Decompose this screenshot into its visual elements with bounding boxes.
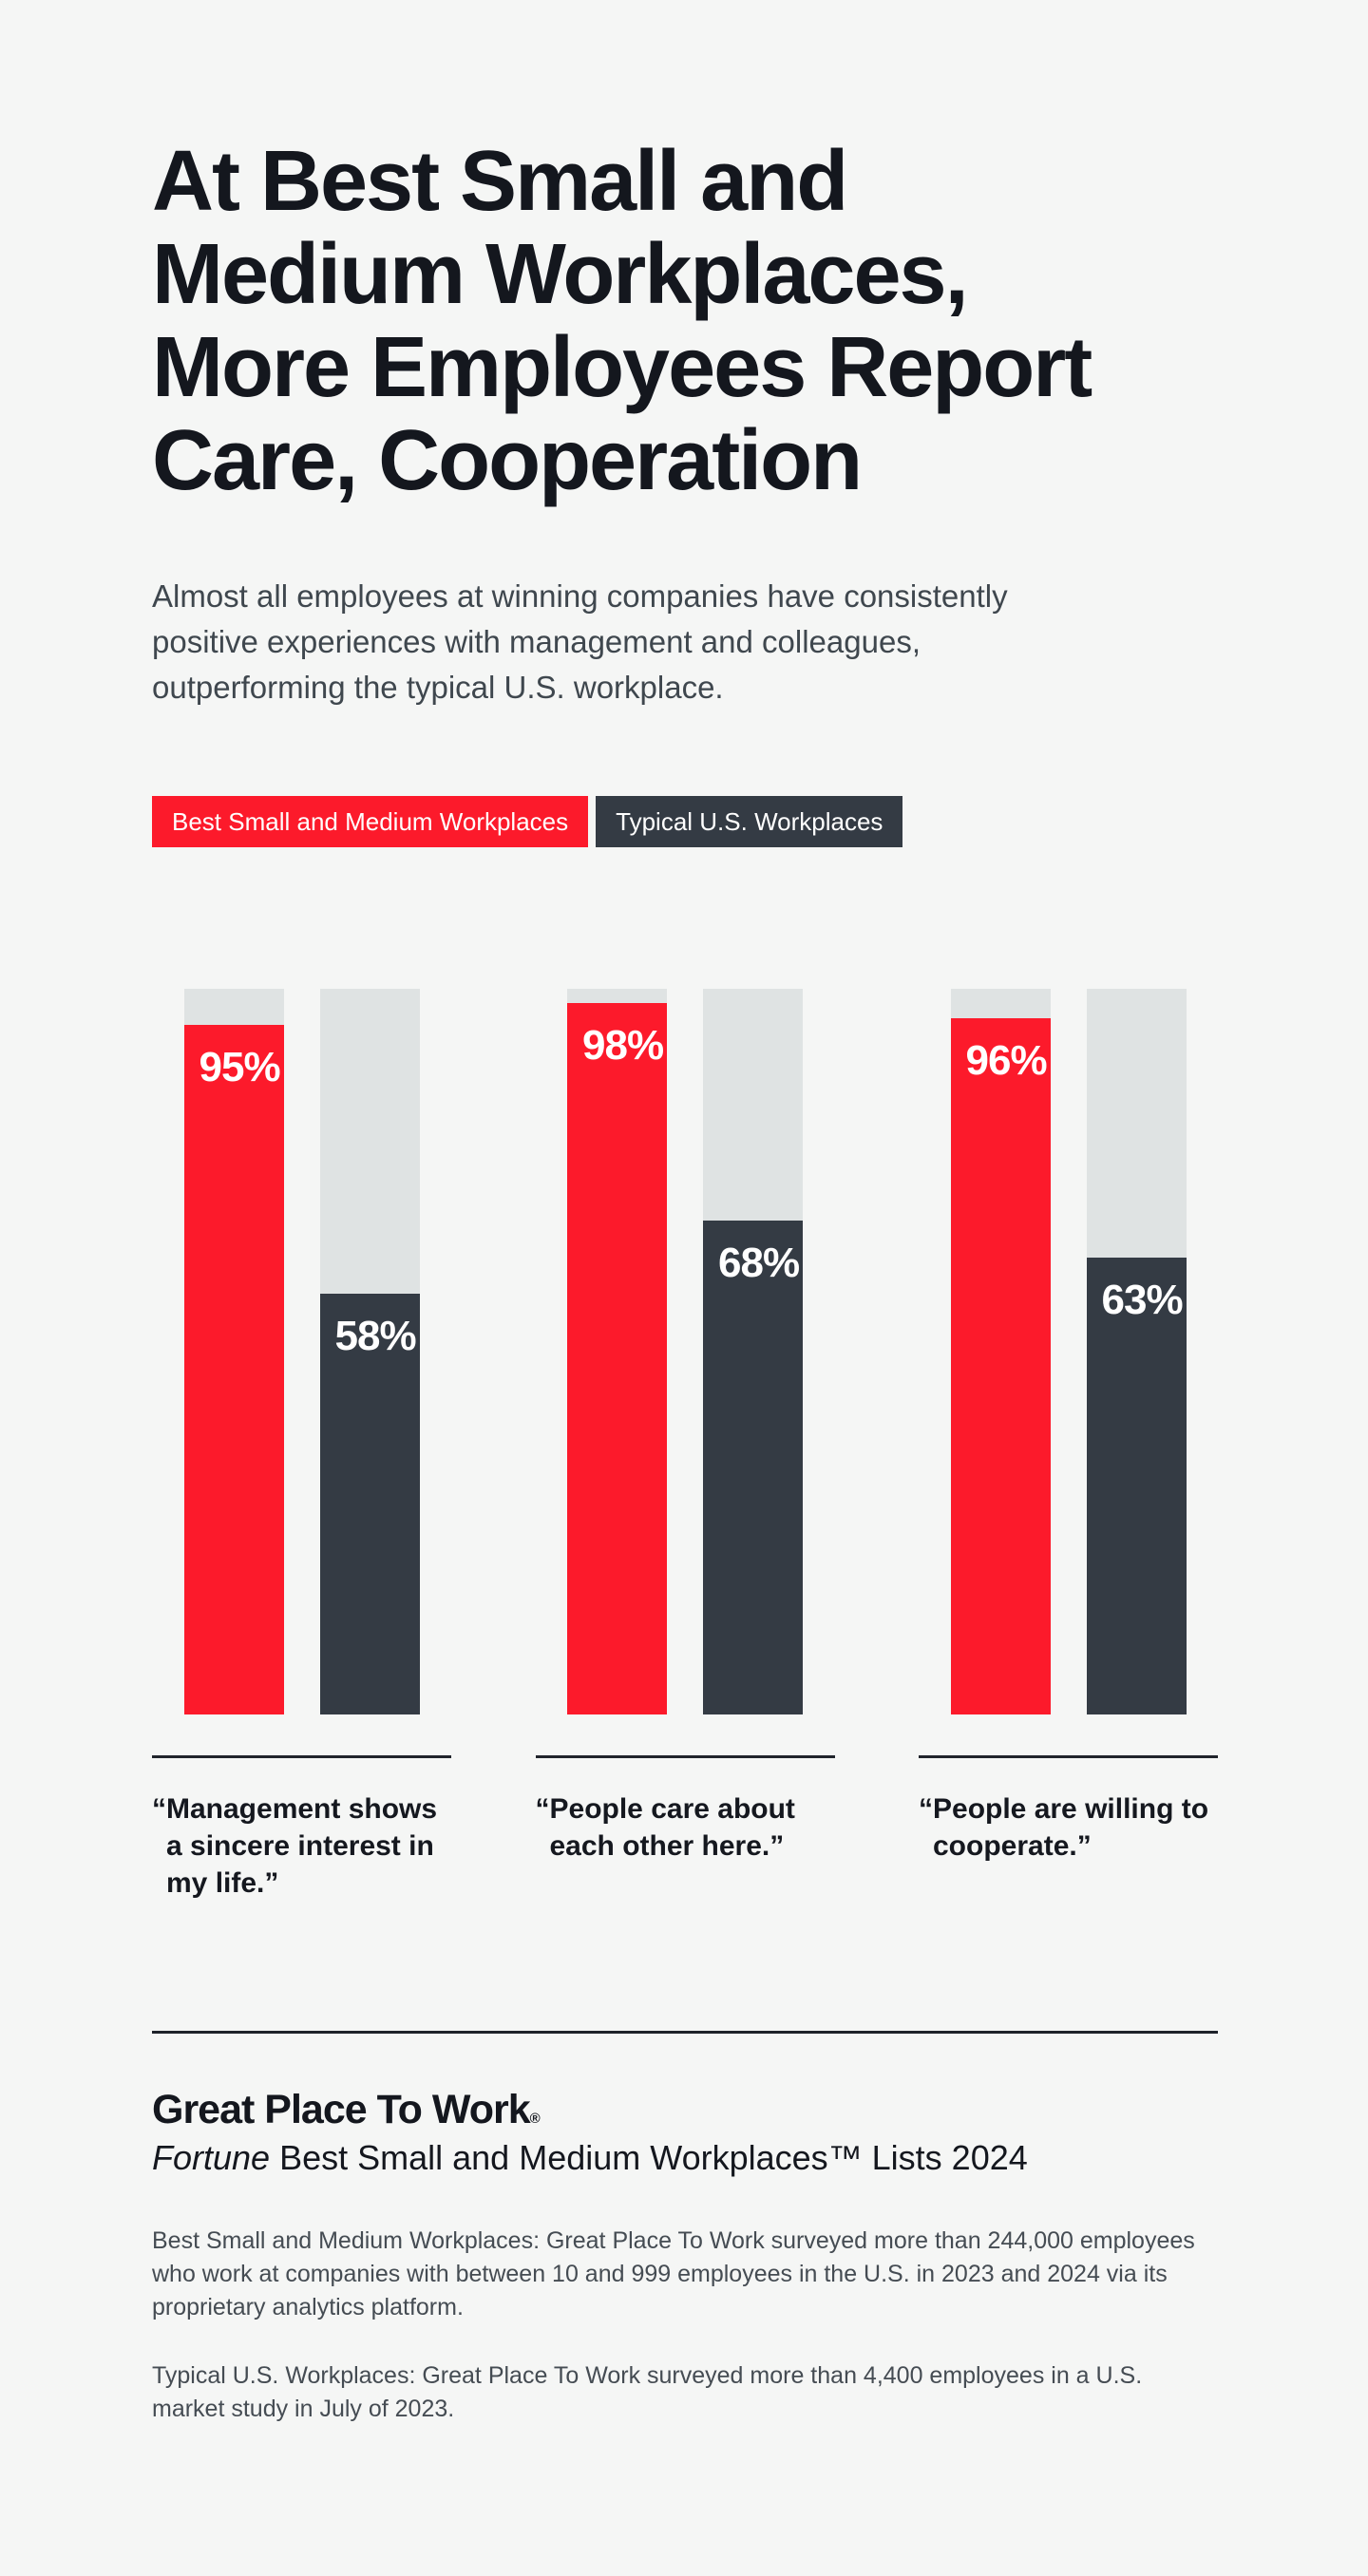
bar-fill-typical: 63%: [1086, 1257, 1187, 1714]
bar-fill-typical: 58%: [319, 1293, 420, 1714]
chart-group: 98% 68% “People care about each other here…: [535, 989, 835, 1902]
bar-value-best: 95%: [199, 1044, 281, 1091]
bar-value-best: 96%: [965, 1036, 1048, 1084]
group-quote: “People care about each other here.”: [535, 1793, 795, 1862]
bar-fill-best: 95%: [183, 1025, 284, 1714]
methodology-note-best: Best Small and Medium Workplaces: Great …: [152, 2227, 1195, 2320]
bar-pair: 96% 63%: [919, 989, 1218, 1714]
bar-track-best: 96%: [950, 989, 1051, 1714]
list-title: Fortune Best Small and Medium Workplaces…: [152, 2139, 1028, 2177]
list-title-rest: Best Small and Medium Workplaces™ Lists …: [270, 2138, 1028, 2177]
group-quote: “Management shows a sincere interest in …: [152, 1793, 438, 1899]
bar-value-typical: 63%: [1101, 1276, 1184, 1323]
bar-track-typical: 63%: [1086, 989, 1187, 1714]
footer-divider: [152, 2031, 1218, 2034]
group-rule: [535, 1755, 835, 1758]
bar-value-typical: 58%: [334, 1312, 417, 1359]
chart-groups: 95% 58% “Management shows a sincere intere…: [152, 989, 1218, 1902]
bar-pair: 98% 68%: [536, 989, 835, 1714]
page-subtitle: Almost all employees at winning companie…: [152, 578, 1008, 705]
bar-track-best: 95%: [183, 989, 284, 1714]
group-quote: “People are willing to cooperate.”: [919, 1793, 1209, 1862]
page-title: At Best Small and Medium Workplaces, Mor…: [152, 134, 1092, 508]
group-rule: [152, 1755, 451, 1758]
bar-track-typical: 68%: [703, 989, 803, 1714]
chart-group: 95% 58% “Management shows a sincere intere…: [152, 989, 451, 1902]
bar-value-typical: 68%: [718, 1240, 800, 1287]
bar-track-best: 98%: [567, 989, 667, 1714]
bar-fill-best: 98%: [567, 1003, 667, 1714]
legend-badge-best: Best Small and Medium Workplaces: [152, 796, 589, 847]
bar-track-typical: 58%: [319, 989, 420, 1714]
fortune-word: Fortune: [152, 2138, 271, 2177]
gptw-logo: Great Place To Work®: [152, 2087, 541, 2141]
bar-pair: 95% 58%: [152, 989, 451, 1714]
bar-fill-typical: 68%: [703, 1221, 803, 1714]
legend-badge-typical: Typical U.S. Workplaces: [596, 796, 903, 847]
group-rule: [919, 1755, 1218, 1758]
methodology-note-typical: Typical U.S. Workplaces: Great Place To …: [152, 2362, 1143, 2422]
gptw-logo-text: Great Place To Work: [152, 2087, 531, 2132]
bar-fill-best: 96%: [950, 1017, 1051, 1714]
legend: Best Small and Medium Workplaces Typical…: [152, 796, 903, 847]
bar-value-best: 98%: [582, 1022, 664, 1070]
registered-mark: ®: [529, 2111, 541, 2127]
chart-group: 96% 63% “People are willing to cooperate.”: [919, 989, 1218, 1902]
